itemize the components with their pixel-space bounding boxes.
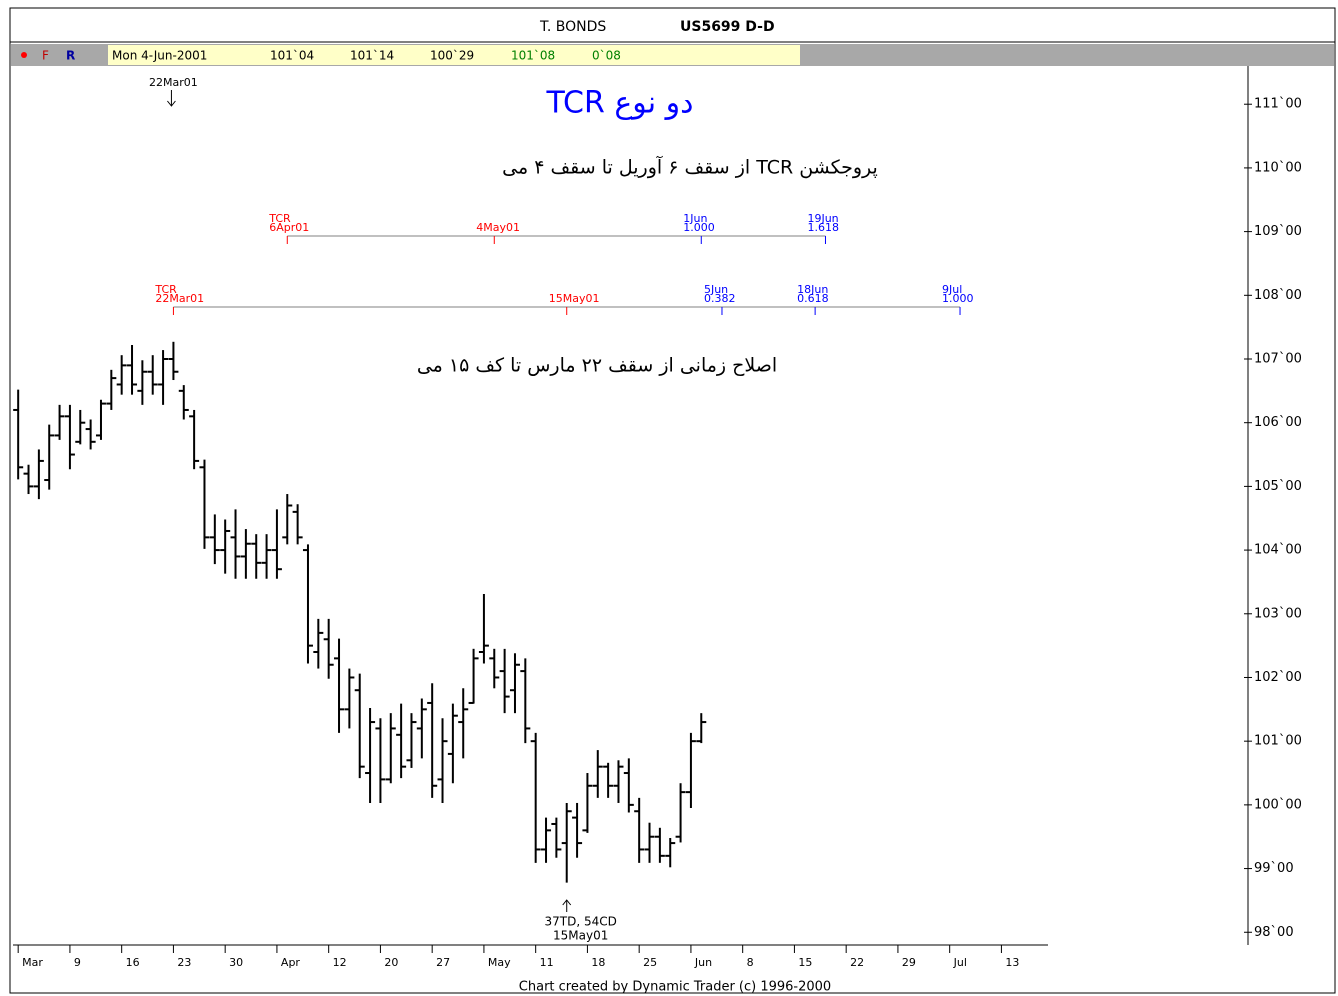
x-tick-label: 15	[798, 956, 812, 969]
x-tick-label: 30	[229, 956, 243, 969]
flag: R	[66, 49, 75, 63]
x-tick-label: 8	[747, 956, 754, 969]
x-tick-label: 11	[540, 956, 554, 969]
arrow-head	[167, 100, 176, 107]
y-tick-label: 98`00	[1254, 925, 1294, 940]
symbol: T. BONDS	[539, 19, 606, 35]
note: اصلاح زمانی از سقف ۲۲ مارس تا کف ۱۵ می	[417, 355, 777, 377]
tcr-label: TCR	[154, 283, 177, 296]
y-tick-label: 99`00	[1254, 861, 1294, 876]
y-tick-label: 104`00	[1254, 543, 1302, 558]
y-tick-label: 111`00	[1254, 97, 1302, 112]
tcr-label: 4May01	[476, 221, 520, 234]
tcr-label: 19Jun	[807, 212, 838, 225]
note: پروجکشن TCR از سقف ۶ آوریل تا سقف ۴ می	[502, 155, 878, 179]
info-close: 101`08	[511, 49, 555, 63]
arrow-head	[562, 899, 572, 906]
y-tick-label: 105`00	[1254, 479, 1302, 494]
tcr-label: 1.000	[942, 292, 974, 305]
info-date: Mon 4-Jun-2001	[112, 49, 207, 63]
tcr-label: 9Jul	[942, 283, 962, 296]
tcr-label: 22Mar01	[155, 292, 204, 305]
note-title: دو نوع TCR	[545, 86, 693, 121]
tcr-label: 0.618	[797, 292, 829, 305]
x-tick-label: 16	[126, 956, 140, 969]
tcr-label: 0.382	[704, 292, 736, 305]
tcr-label: 1.618	[807, 221, 839, 234]
x-tick-label: 9	[74, 956, 81, 969]
info-box	[108, 45, 800, 65]
tcr-label: 6Apr01	[269, 221, 309, 234]
y-tick-label: 108`00	[1254, 288, 1302, 303]
footer: Chart created by Dynamic Trader (c) 1996…	[519, 980, 831, 995]
tcr-label: 18Jun	[797, 283, 828, 296]
y-tick-label: 106`00	[1254, 415, 1302, 430]
y-tick-label: 110`00	[1254, 160, 1302, 175]
annotation-label: 22Mar01	[149, 76, 198, 89]
info-open: 101`04	[270, 49, 314, 63]
tcr-label: 15May01	[549, 292, 600, 305]
y-tick-label: 103`00	[1254, 606, 1302, 621]
info-high: 101`14	[350, 49, 394, 63]
x-tick-label: 27	[436, 956, 450, 969]
y-tick-label: 107`00	[1254, 352, 1302, 367]
x-tick-label: 13	[1005, 956, 1019, 969]
x-tick-label: 20	[384, 956, 398, 969]
x-tick-label: 23	[177, 956, 191, 969]
x-tick-label: Jun	[694, 956, 712, 969]
x-tick-label: Mar	[22, 956, 43, 969]
y-tick-label: 101`00	[1254, 734, 1302, 749]
annotation-label: 37TD, 54CD	[545, 915, 617, 929]
flag: F	[42, 49, 49, 63]
x-tick-label: 18	[591, 956, 605, 969]
y-tick-label: 109`00	[1254, 224, 1302, 239]
tcr-label: 5Jun	[704, 283, 728, 296]
info-low: 100`29	[430, 49, 474, 63]
code: US5699 D-D	[680, 19, 775, 35]
tcr-label: 1.000	[683, 221, 715, 234]
y-tick-label: 100`00	[1254, 797, 1302, 812]
x-tick-label: 22	[850, 956, 864, 969]
annotation-label: 15May01	[553, 929, 608, 943]
x-tick-label: 29	[902, 956, 916, 969]
tcr-label: TCR	[268, 212, 291, 225]
x-tick-label: Apr	[281, 956, 301, 969]
x-tick-label: Jul	[953, 956, 967, 969]
info-change: 0`08	[592, 49, 621, 63]
x-tick-label: May	[488, 956, 511, 969]
tcr-label: 1Jun	[683, 212, 707, 225]
x-tick-label: 25	[643, 956, 657, 969]
x-tick-label: 12	[333, 956, 347, 969]
y-tick-label: 102`00	[1254, 670, 1302, 685]
status-dot	[21, 52, 27, 58]
frame	[9, 7, 1336, 994]
